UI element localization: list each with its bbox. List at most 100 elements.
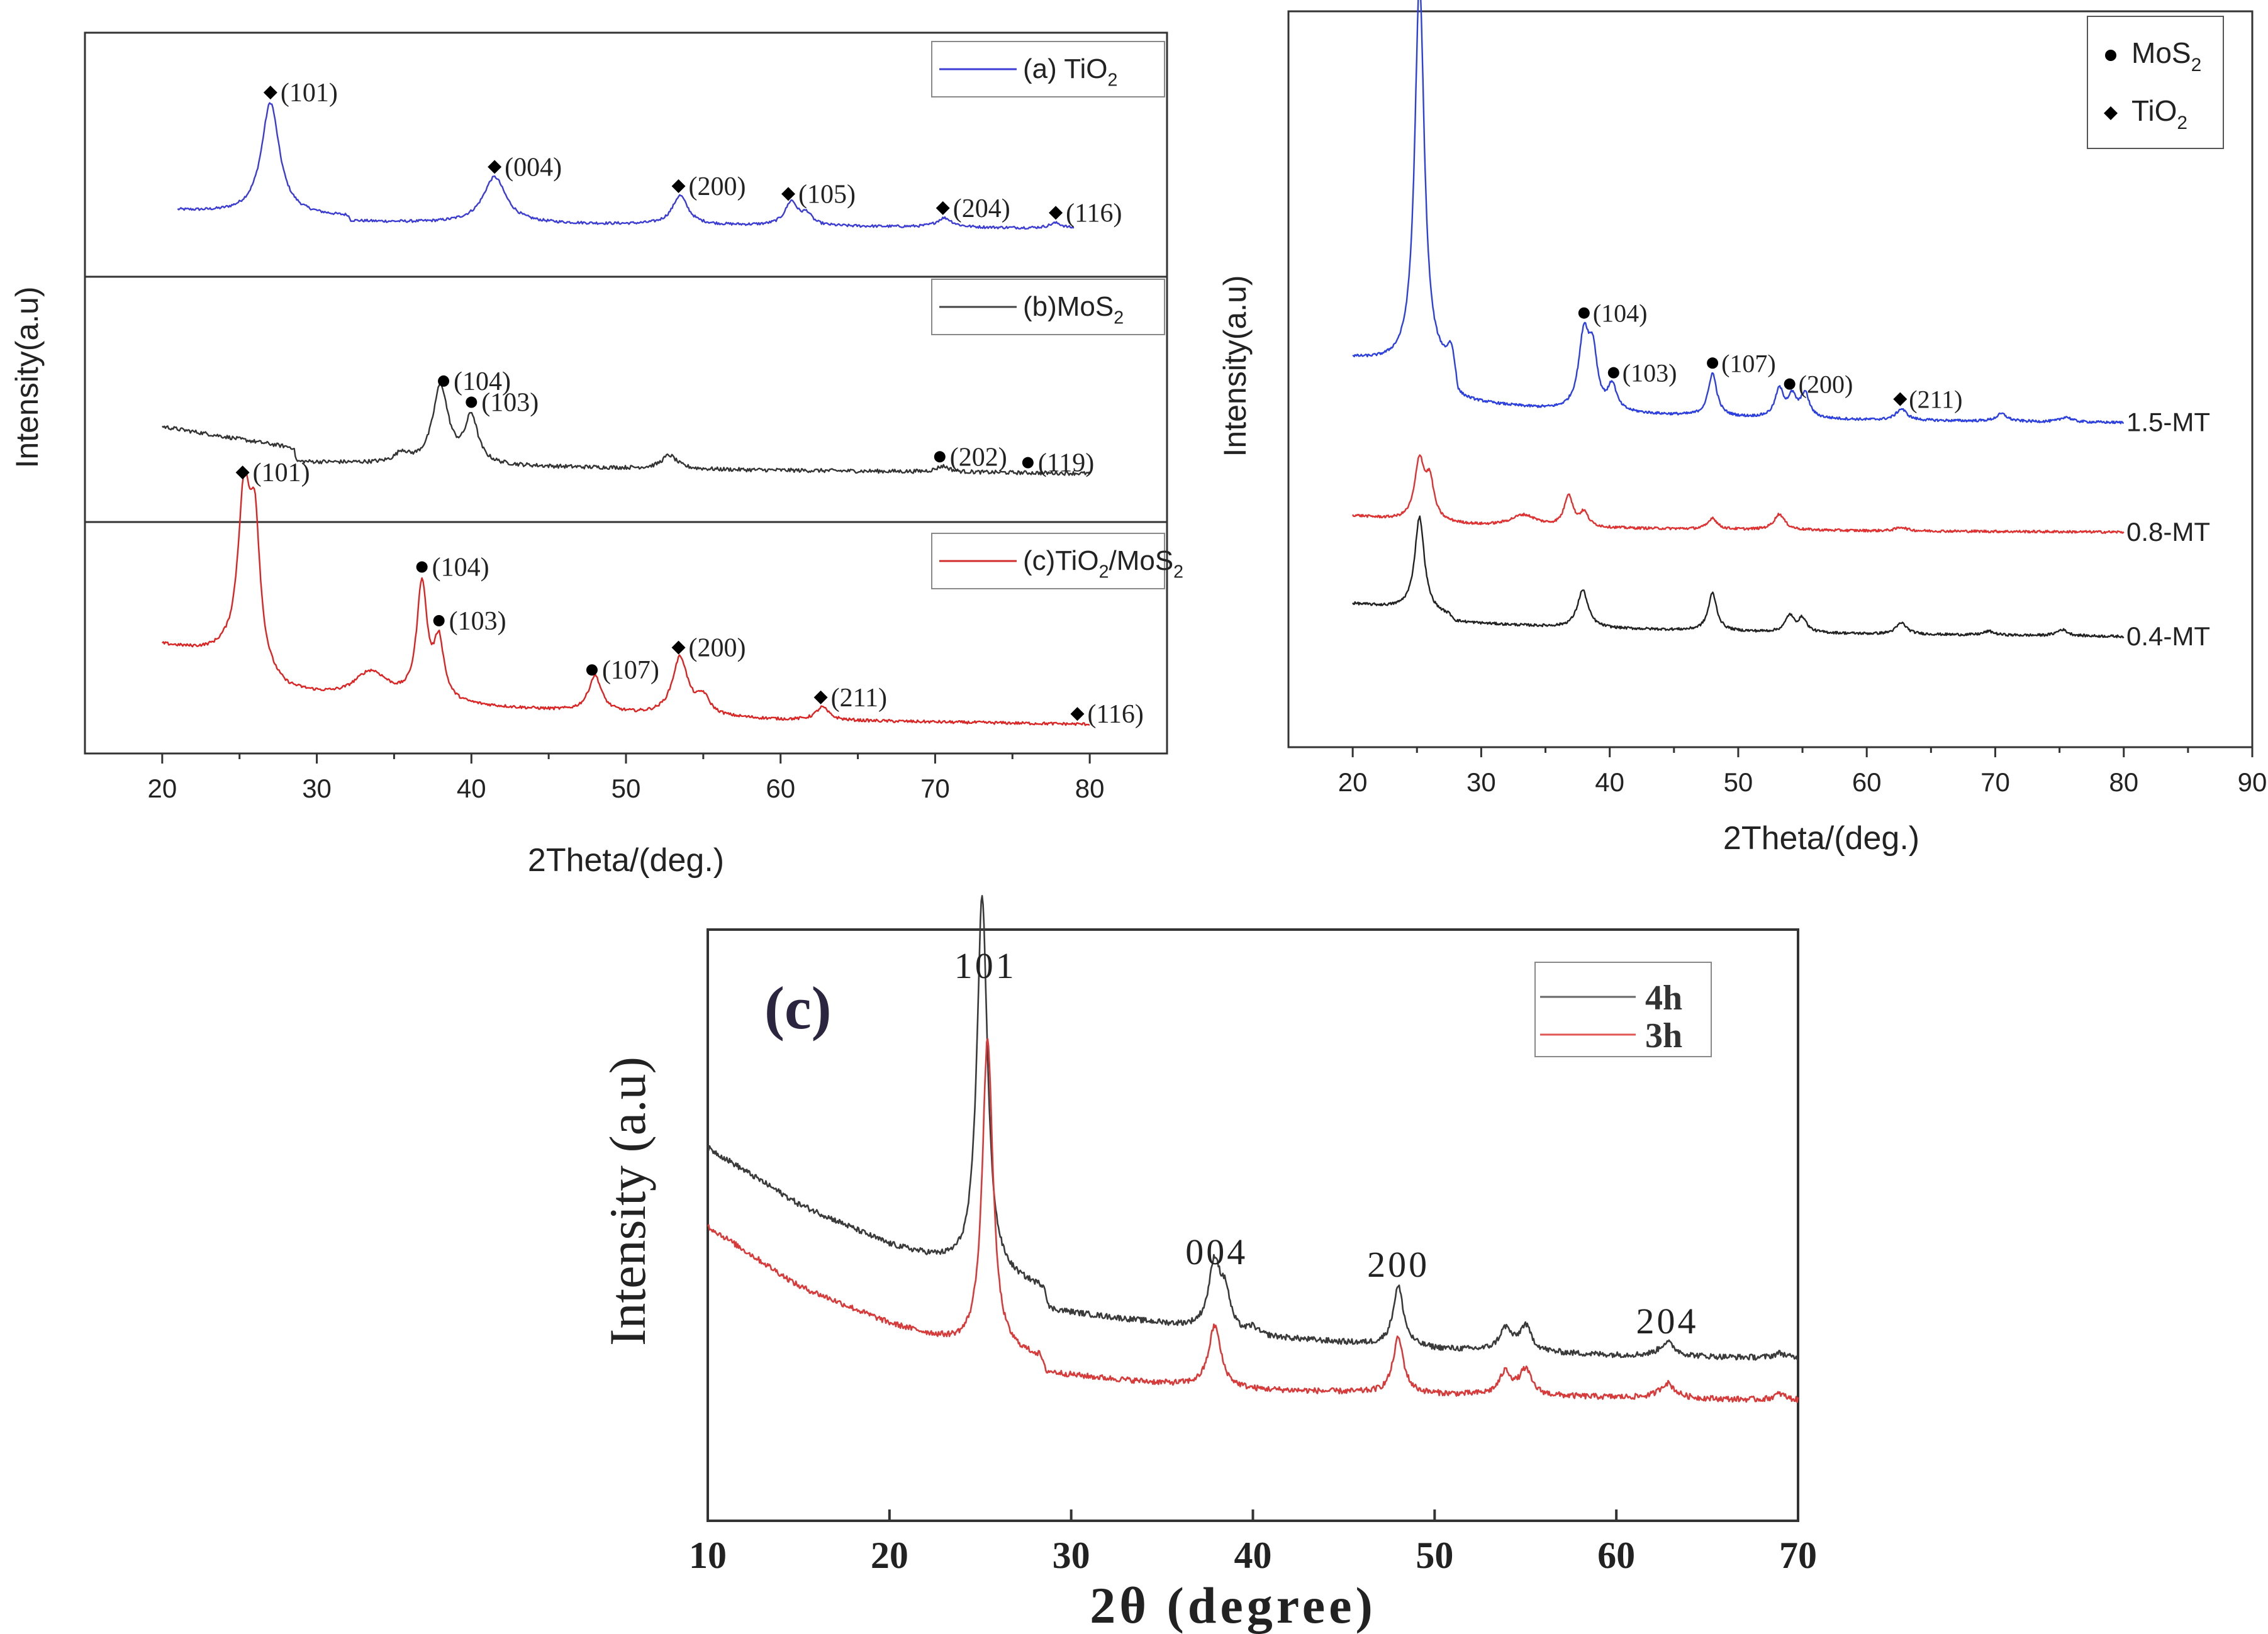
circle-marker (2105, 50, 2116, 61)
diamond-marker (671, 640, 686, 655)
diamond-marker (235, 465, 250, 480)
chart-b-peak-label: (104) (1593, 299, 1648, 328)
chart-a: Intensity(a.u) 2Theta/(deg.) 20 30 40 50 60 7… (9, 31, 1183, 879)
chart-c-peak-label: 204 (1636, 1301, 1699, 1342)
chart-a-peak-label: (104) (432, 553, 489, 582)
chart-c-x-tick-label: 20 (871, 1535, 908, 1576)
chart-b-legend-label: MoS2 (2131, 36, 2201, 75)
chart-a-series-line (177, 102, 1075, 230)
chart-a-peak-label: (105) (798, 180, 856, 209)
chart-b-x-tick-label: 70 (1980, 767, 2010, 797)
chart-b-series-label: 0.4-MT (2126, 621, 2210, 651)
chart-b-series-line (1352, 454, 2125, 534)
chart-c-x-tick-label: 50 (1416, 1535, 1453, 1576)
chart-b-series-label: 0.8-MT (2126, 517, 2210, 547)
chart-b-xlabel: 2Theta/(deg.) (1723, 820, 1919, 857)
chart-b-peak-label: (103) (1623, 359, 1677, 387)
chart-a-legend-label: (b)MoS2 (1023, 291, 1124, 328)
chart-a-x-tick-label: 80 (1075, 774, 1105, 803)
chart-a-peak-label: (101) (253, 459, 310, 487)
chart-b-peak-label: (107) (1721, 349, 1776, 377)
chart-c-peak-label: 101 (954, 945, 1017, 986)
diamond-marker (2104, 106, 2118, 120)
chart-b-frame (1287, 10, 2254, 748)
circle-marker (1578, 307, 1590, 319)
chart-a-x-tick-label: 50 (612, 774, 641, 803)
circle-marker (438, 375, 450, 387)
chart-c-xlabel: 2θ (degree) (1090, 1577, 1377, 1634)
chart-c-x-tick-label: 40 (1234, 1535, 1272, 1576)
chart-b-legend-label: TiO2 (2131, 94, 2187, 133)
chart-a-peak-label: (103) (449, 607, 506, 636)
chart-a-x-tick-label: 20 (147, 774, 177, 803)
chart-a-peak-label: (202) (950, 443, 1007, 472)
circle-marker (1607, 367, 1619, 379)
chart-c-x-tick-label: 30 (1053, 1535, 1090, 1576)
chart-a-peak-label: (200) (689, 634, 746, 663)
chart-a-peak-label: (116) (1066, 199, 1122, 228)
chart-b-peak-label: (200) (1799, 370, 1853, 399)
chart-b-x-tick-label: 80 (2109, 767, 2138, 797)
chart-a-peak-label: (200) (689, 172, 746, 201)
diamond-marker (1893, 392, 1908, 406)
chart-c-peak-label: 004 (1185, 1231, 1248, 1272)
chart-c-panel-label: (c) (764, 974, 832, 1042)
chart-b-series-line (1352, 515, 2125, 638)
chart-a-peak-label: (211) (831, 684, 887, 713)
circle-marker (934, 451, 946, 463)
chart-a-x-tick-label: 40 (457, 774, 486, 803)
diamond-marker (813, 690, 828, 704)
circle-marker (1784, 378, 1796, 390)
diamond-marker (1049, 206, 1063, 220)
chart-b-x-tick-label: 30 (1466, 767, 1496, 797)
chart-a-x-tick-label: 30 (302, 774, 332, 803)
chart-b-ylabel: Intensity(a.u) (1217, 275, 1253, 457)
diamond-marker (488, 160, 502, 174)
chart-a-xlabel: 2Theta/(deg.) (528, 842, 724, 879)
chart-b-x-tick-label: 20 (1338, 767, 1368, 797)
chart-a-peak-label: (204) (953, 194, 1010, 223)
chart-b-series-line (1352, 0, 2124, 425)
chart-a-peak-label: (119) (1038, 449, 1094, 478)
circle-marker (1022, 457, 1034, 469)
chart-c-legend-label: 4h (1645, 979, 1682, 1018)
chart-a-ylabel: Intensity(a.u) (9, 286, 45, 468)
chart-a-series-line (162, 382, 1090, 476)
chart-a-x-tick-label: 70 (920, 774, 950, 803)
chart-c-x-tick-label: 70 (1779, 1535, 1817, 1576)
chart-a-peak-label: (004) (505, 153, 562, 182)
chart-a-peak-label: (104) (454, 367, 511, 396)
chart-b-x-tick-label: 60 (1852, 767, 1882, 797)
chart-c-legend-label: 3h (1645, 1016, 1682, 1055)
chart-c-series-line (707, 895, 1799, 1361)
diamond-marker (1070, 707, 1085, 721)
chart-a-peak-label: (107) (602, 656, 659, 685)
chart-c-x-tick-label: 60 (1597, 1535, 1635, 1576)
chart-a-legend-label: (a) TiO2 (1023, 53, 1117, 90)
chart-b: Intensity(a.u) 2Theta/(deg.) 20 30 40 50 60 7… (1217, 0, 2267, 857)
circle-marker (466, 396, 478, 408)
chart-b-x-tick-label: 50 (1724, 767, 1753, 797)
circle-marker (586, 664, 598, 676)
chart-a-x-tick-label: 60 (766, 774, 795, 803)
chart-b-series-label: 1.5-MT (2126, 408, 2210, 437)
chart-b-legend-box (2087, 16, 2224, 149)
chart-a-peak-label: (116) (1087, 700, 1143, 729)
diamond-marker (781, 187, 795, 201)
diamond-marker (936, 201, 950, 215)
chart-a-peak-label: (101) (281, 79, 338, 108)
chart-a-series-line (162, 469, 1090, 726)
chart-a-peak-label: (103) (481, 389, 539, 418)
circle-marker (416, 561, 428, 573)
circle-marker (433, 614, 445, 626)
chart-c-legend-box (1534, 962, 1712, 1057)
chart-b-x-tick-label: 90 (2238, 767, 2267, 797)
chart-b-peak-label: (211) (1909, 386, 1962, 414)
diamond-marker (671, 179, 686, 194)
chart-c-series-line (707, 1038, 1799, 1403)
chart-c: Intensity (a.u) 2θ (degree) 10 20 30 40 50 60… (599, 895, 1817, 1634)
chart-c-x-tick-label: 10 (689, 1535, 727, 1576)
circle-marker (1707, 357, 1719, 369)
chart-c-ylabel: Intensity (a.u) (599, 1057, 656, 1346)
